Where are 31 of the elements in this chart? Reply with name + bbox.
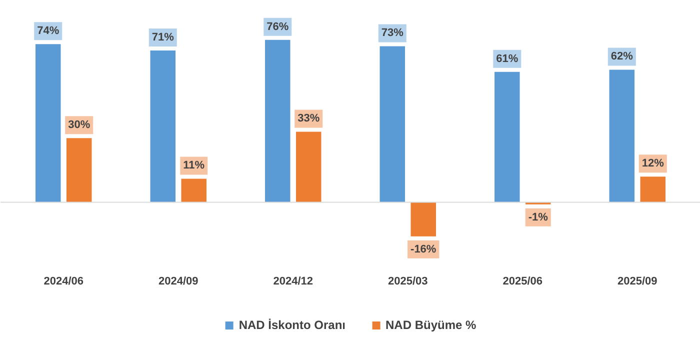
x-tick-label: 2024/12 xyxy=(273,276,314,288)
bar xyxy=(494,72,520,202)
legend-label: NAD İskonto Oranı xyxy=(238,318,346,332)
legend-label: NAD Büyüme % xyxy=(386,318,476,332)
bar xyxy=(380,46,406,202)
x-tick-label: 2024/06 xyxy=(44,276,84,288)
data-label: 11% xyxy=(183,160,205,172)
x-tick-label: 2024/09 xyxy=(158,276,198,288)
data-label: 30% xyxy=(68,119,90,132)
data-label: -16% xyxy=(410,243,436,256)
bar xyxy=(36,44,61,202)
data-label: -1% xyxy=(528,211,548,224)
bar xyxy=(410,202,436,236)
x-tick-label: 2025/06 xyxy=(502,276,543,288)
data-label: 12% xyxy=(642,158,664,170)
data-label: 62% xyxy=(610,50,634,63)
bar xyxy=(150,50,176,202)
bar xyxy=(265,40,290,202)
x-tick-label: 2025/03 xyxy=(388,276,428,288)
data-label: 71% xyxy=(152,32,174,44)
data-label: 76% xyxy=(266,20,289,33)
x-tick-label: 2025/09 xyxy=(618,276,658,288)
bar xyxy=(640,176,666,202)
data-label: 73% xyxy=(381,27,404,40)
data-label: 61% xyxy=(496,52,518,65)
data-label: 33% xyxy=(298,112,320,125)
data-label: 74% xyxy=(37,25,60,38)
bar xyxy=(181,178,206,202)
bar xyxy=(66,138,92,202)
bar xyxy=(296,132,322,202)
bar xyxy=(609,70,635,202)
